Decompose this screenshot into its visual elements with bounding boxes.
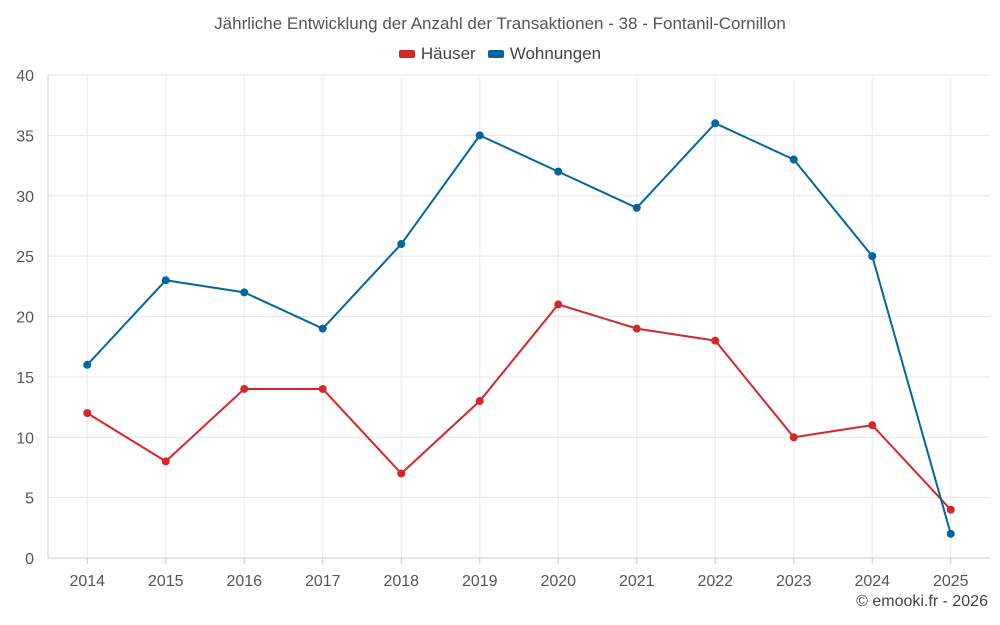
x-tick-label-2023: 2023	[776, 573, 812, 590]
data-point-wohnungen-2015	[161, 276, 170, 285]
data-point-haeuser-2019	[475, 397, 484, 406]
data-point-haeuser-2020	[554, 300, 563, 309]
y-tick-label-10: 10	[16, 430, 34, 447]
x-tick-label-2016: 2016	[226, 573, 262, 590]
legend-swatch-haeuser	[398, 50, 415, 58]
x-tick-label-2014: 2014	[69, 573, 105, 590]
data-point-haeuser-2016	[240, 384, 249, 393]
data-point-haeuser-2025	[946, 505, 955, 514]
series-group	[83, 119, 955, 538]
data-point-wohnungen-2019	[475, 131, 484, 140]
x-tick-label-2021: 2021	[619, 573, 655, 590]
x-tick-label-2019: 2019	[462, 573, 498, 590]
legend-item-wohnungen[interactable]: Wohnungen	[487, 44, 602, 64]
x-tick-label-2024: 2024	[854, 573, 890, 590]
data-point-haeuser-2021	[632, 324, 641, 333]
data-point-wohnungen-2020	[554, 167, 563, 176]
x-tick-label-2017: 2017	[305, 573, 341, 590]
data-point-haeuser-2023	[789, 433, 798, 442]
y-tick-label-20: 20	[16, 310, 34, 327]
legend-item-haeuser[interactable]: Häuser	[398, 44, 476, 64]
y-tick-label-30: 30	[16, 189, 34, 206]
x-tick-label-2022: 2022	[697, 573, 733, 590]
chart-title: Jährliche Entwicklung der Anzahl der Tra…	[214, 14, 786, 33]
data-point-wohnungen-2022	[711, 119, 720, 128]
x-tick-label-2015: 2015	[148, 573, 184, 590]
x-tick-label-2018: 2018	[383, 573, 419, 590]
y-tick-label-15: 15	[16, 370, 34, 387]
legend-label-haeuser: Häuser	[420, 44, 476, 63]
data-point-haeuser-2024	[868, 421, 877, 430]
data-point-wohnungen-2025	[946, 529, 955, 538]
legend-swatch-wohnungen	[487, 50, 504, 58]
data-point-wohnungen-2017	[318, 324, 327, 333]
data-point-wohnungen-2016	[240, 288, 249, 297]
y-tick-label-0: 0	[25, 551, 34, 568]
series-line-wohnungen	[86, 122, 952, 535]
data-point-wohnungen-2018	[397, 240, 406, 249]
copyright-credit: © emooki.fr - 2026	[856, 593, 988, 610]
grid-lines	[48, 74, 990, 558]
series-line-haeuser	[86, 303, 952, 511]
data-point-haeuser-2017	[318, 384, 327, 393]
data-point-wohnungen-2014	[83, 360, 92, 369]
data-point-wohnungen-2024	[868, 252, 877, 261]
y-tick-label-25: 25	[16, 249, 34, 266]
x-tick-label-2020: 2020	[540, 573, 576, 590]
y-tick-label-35: 35	[16, 128, 34, 145]
legend-label-wohnungen: Wohnungen	[509, 44, 602, 63]
data-point-wohnungen-2021	[632, 203, 641, 212]
data-point-haeuser-2022	[711, 336, 720, 345]
x-tick-label-2025: 2025	[933, 573, 969, 590]
data-point-haeuser-2015	[161, 457, 170, 466]
legend: Häuser Wohnungen	[0, 44, 1000, 64]
y-tick-label-40: 40	[16, 68, 34, 85]
data-point-haeuser-2018	[397, 469, 406, 478]
data-point-wohnungen-2023	[789, 155, 798, 164]
y-tick-label-5: 5	[25, 491, 34, 508]
data-point-haeuser-2014	[83, 409, 92, 418]
